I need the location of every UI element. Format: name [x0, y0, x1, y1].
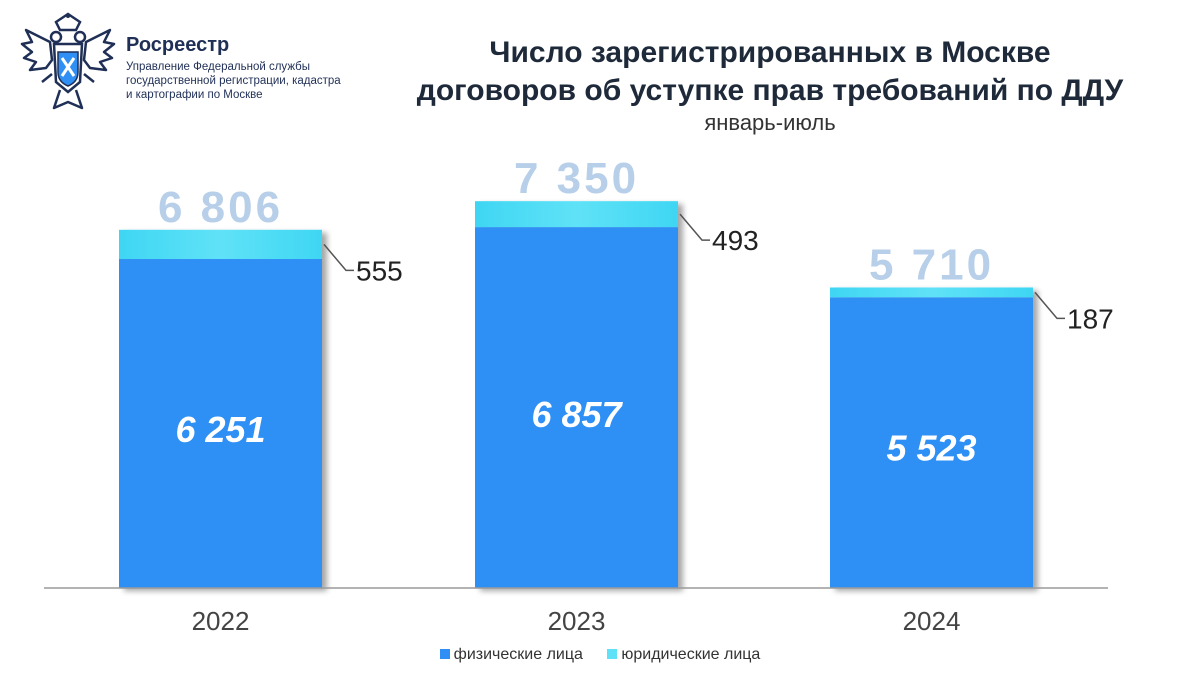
- legend-label-individuals: физические лица: [453, 646, 583, 663]
- org-name: Росреестр: [126, 34, 230, 56]
- legend-swatch-individuals: [439, 649, 450, 659]
- logo-block: Росреестр Управление Федеральной службы …: [18, 12, 341, 122]
- chart-subtitle: январь-июль: [704, 110, 836, 135]
- value-label-individuals-2024: 5 523: [886, 427, 976, 468]
- legend-swatch-legal: [607, 649, 618, 659]
- bar-legal-2023: [475, 201, 678, 228]
- bar-legal-2022: [119, 229, 322, 260]
- legend-item-legal: юридические лица: [607, 646, 760, 664]
- chart-title: Число зарегистрированных в Москве догово…: [380, 34, 1160, 110]
- leader-line-2024: [1034, 291, 1065, 320]
- chart-legend: физические лица юридические лица: [0, 646, 1200, 664]
- bar-group-2024: [830, 287, 1033, 588]
- leader-line-2022: [323, 243, 354, 272]
- bar-individuals-2022: [119, 259, 322, 588]
- bar-individuals-2023: [475, 227, 678, 588]
- legend-item-individuals: физические лица: [439, 646, 583, 664]
- x-tick-label-2022: 2022: [192, 606, 250, 636]
- value-label-legal-2022: 555: [356, 255, 403, 286]
- bar-legal-2024: [830, 287, 1033, 298]
- chart-title-line1: Число зарегистрированных в Москве: [489, 36, 1051, 69]
- bar-group-2022: [119, 229, 322, 588]
- total-label-2022: 6 806: [158, 183, 283, 232]
- chart-title-line2: договоров об уступке прав требований по …: [416, 74, 1124, 107]
- legend-label-legal: юридические лица: [621, 646, 761, 663]
- total-label-2023: 7 350: [514, 154, 639, 203]
- leader-line-2023: [679, 213, 710, 241]
- bar-individuals-2024: [830, 297, 1033, 588]
- bar-group-2023: [475, 201, 678, 588]
- x-tick-label-2024: 2024: [903, 606, 961, 636]
- x-tick-label-2023: 2023: [548, 606, 606, 636]
- eagle-emblem-icon: [20, 12, 116, 110]
- total-label-2024: 5 710: [869, 240, 994, 289]
- value-label-individuals-2022: 6 251: [175, 409, 265, 450]
- org-description: Управление Федеральной службы государств…: [126, 61, 341, 101]
- value-label-legal-2023: 493: [712, 225, 759, 256]
- value-label-legal-2024: 187: [1067, 303, 1114, 334]
- value-label-individuals-2023: 6 857: [531, 394, 623, 435]
